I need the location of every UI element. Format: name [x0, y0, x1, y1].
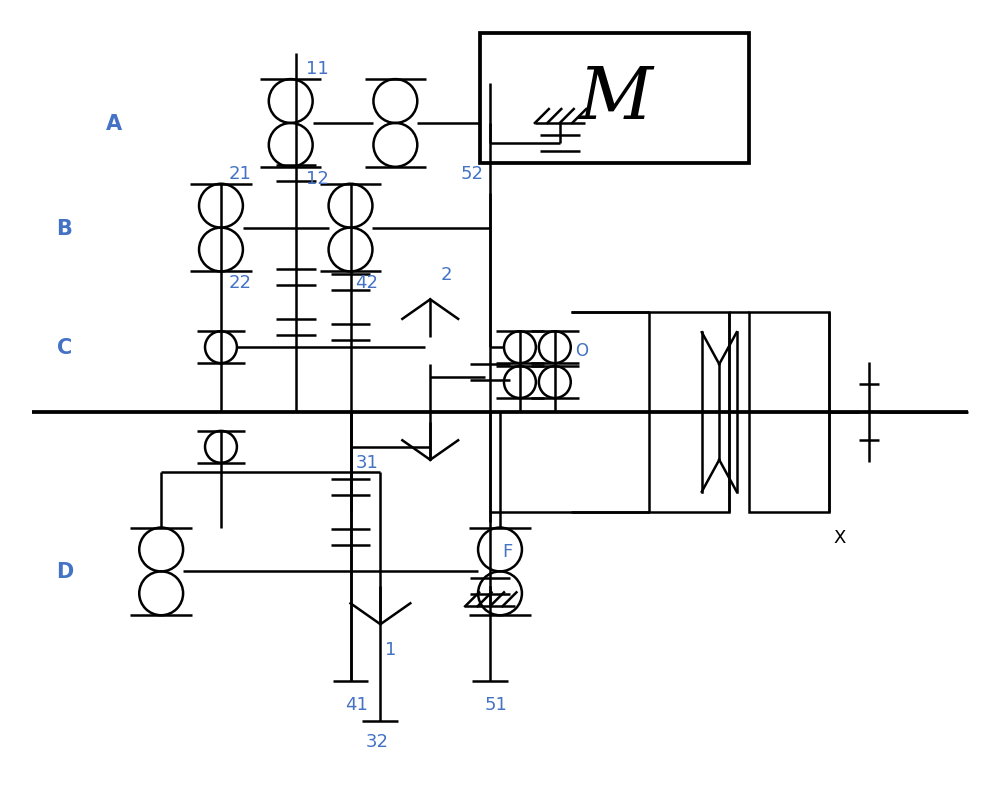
Text: M: M	[578, 63, 652, 134]
Text: 22: 22	[229, 274, 252, 292]
Text: 31: 31	[356, 453, 378, 472]
Text: O: O	[575, 342, 588, 360]
Text: 2: 2	[440, 266, 452, 284]
Text: 11: 11	[306, 60, 328, 78]
Text: 51: 51	[485, 695, 508, 713]
Text: 1: 1	[385, 640, 397, 658]
Text: 32: 32	[365, 732, 388, 750]
Text: 12: 12	[306, 169, 329, 188]
Bar	[649, 313, 729, 512]
Text: F: F	[502, 543, 512, 561]
Text: 42: 42	[356, 274, 379, 292]
Text: C: C	[57, 338, 72, 358]
Text: 41: 41	[346, 695, 368, 713]
Text: X: X	[834, 528, 846, 546]
Text: D: D	[57, 561, 74, 581]
Text: B: B	[57, 218, 72, 238]
Bar	[480, 34, 749, 164]
Text: A: A	[106, 114, 122, 134]
Text: 52: 52	[460, 164, 483, 183]
Bar	[749, 313, 829, 512]
Text: 21: 21	[229, 164, 252, 183]
